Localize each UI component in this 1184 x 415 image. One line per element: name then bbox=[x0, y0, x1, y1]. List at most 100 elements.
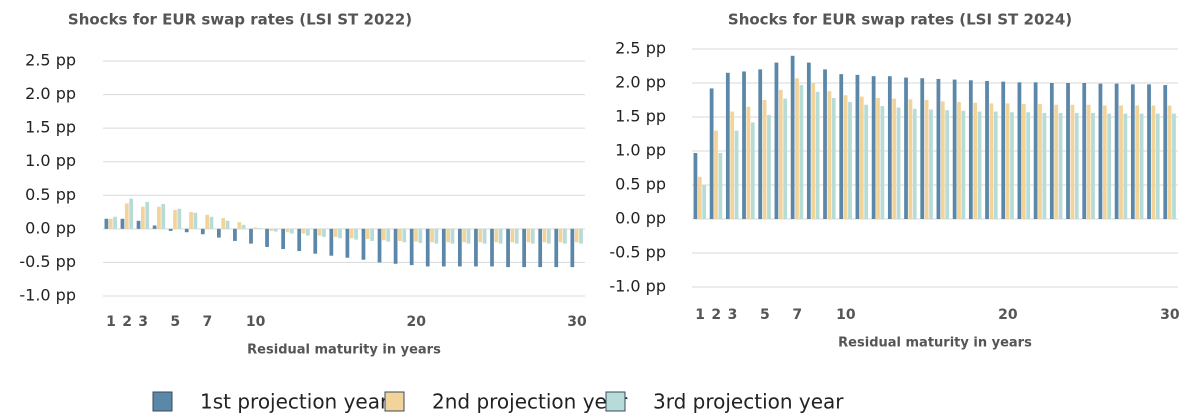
bar bbox=[354, 228, 358, 240]
y-tick-label: 0.5 pp bbox=[25, 185, 76, 204]
bar bbox=[896, 107, 901, 219]
y-tick-label: 1.5 pp bbox=[615, 107, 666, 126]
bar bbox=[1114, 83, 1119, 220]
bar bbox=[542, 228, 547, 243]
bar bbox=[855, 74, 860, 219]
x-tick-label: 2 bbox=[711, 307, 721, 323]
bar bbox=[441, 228, 446, 267]
bar bbox=[450, 228, 455, 244]
bar bbox=[209, 216, 214, 229]
bar bbox=[952, 79, 957, 219]
bar bbox=[478, 228, 483, 243]
bar bbox=[221, 218, 226, 229]
bar bbox=[730, 111, 735, 219]
bar bbox=[977, 111, 982, 219]
bar bbox=[558, 228, 563, 243]
bar bbox=[823, 69, 827, 220]
bar bbox=[161, 204, 166, 229]
bar bbox=[1135, 105, 1140, 219]
bar bbox=[446, 228, 451, 243]
bar bbox=[177, 208, 182, 229]
bar bbox=[563, 228, 567, 244]
bar bbox=[554, 228, 559, 268]
x-axis-title: Residual maturity in years bbox=[838, 336, 1032, 351]
bar bbox=[1091, 112, 1095, 219]
y-tick-label: 2.5 pp bbox=[615, 39, 666, 58]
bar bbox=[904, 77, 908, 219]
x-tick-label: 5 bbox=[760, 307, 770, 323]
bar bbox=[189, 212, 193, 229]
y-tick-label: 2.0 pp bbox=[615, 73, 666, 92]
bar bbox=[434, 228, 439, 244]
bar bbox=[1001, 81, 1006, 219]
bar bbox=[547, 228, 551, 244]
bar bbox=[799, 85, 804, 219]
bar bbox=[506, 228, 510, 268]
bar bbox=[767, 114, 771, 219]
bar bbox=[815, 91, 820, 219]
bar bbox=[774, 62, 779, 219]
bar bbox=[381, 228, 386, 241]
bar bbox=[457, 228, 462, 267]
bar bbox=[1033, 82, 1038, 219]
bar bbox=[1042, 112, 1047, 219]
y-tick-label: -1.0 pp bbox=[19, 286, 76, 305]
legend-label: 3rd projection year bbox=[653, 390, 844, 414]
bar bbox=[936, 78, 941, 219]
bar bbox=[1102, 105, 1107, 219]
bar bbox=[474, 228, 478, 267]
bar bbox=[237, 222, 242, 229]
bar bbox=[273, 228, 278, 232]
bar bbox=[806, 62, 811, 219]
bar bbox=[1107, 113, 1112, 219]
bar bbox=[742, 71, 746, 219]
y-tick-label: 1.0 pp bbox=[615, 141, 666, 160]
bar bbox=[322, 228, 326, 237]
bar bbox=[157, 206, 161, 229]
bar bbox=[783, 98, 788, 219]
bar bbox=[1098, 83, 1103, 220]
bar bbox=[317, 228, 322, 236]
chart-title: Shocks for EUR swap rates (LSI ST 2024) bbox=[728, 11, 1072, 29]
bar bbox=[409, 228, 414, 266]
bar bbox=[1147, 84, 1151, 219]
bar bbox=[725, 72, 730, 219]
bar bbox=[778, 89, 783, 219]
bar bbox=[249, 228, 253, 244]
bar bbox=[281, 228, 285, 249]
bar bbox=[522, 228, 526, 268]
x-tick-label: 5 bbox=[170, 314, 180, 330]
bar bbox=[876, 97, 880, 219]
bar bbox=[579, 228, 583, 244]
bar bbox=[574, 228, 579, 243]
bar bbox=[968, 80, 973, 219]
bar bbox=[1139, 113, 1144, 219]
bar bbox=[253, 227, 258, 229]
bar bbox=[831, 97, 836, 219]
bar bbox=[1049, 83, 1054, 219]
y-tick-label: -0.5 pp bbox=[19, 252, 76, 271]
bar bbox=[140, 206, 145, 229]
bar bbox=[989, 103, 994, 219]
bar bbox=[510, 228, 515, 243]
bar bbox=[414, 228, 418, 242]
bar bbox=[1026, 112, 1031, 219]
bar bbox=[1119, 105, 1123, 219]
bar bbox=[1005, 103, 1010, 219]
bar bbox=[945, 110, 950, 219]
bar bbox=[377, 228, 382, 263]
bar bbox=[1086, 104, 1091, 219]
bar bbox=[113, 216, 117, 229]
bar bbox=[1082, 83, 1087, 219]
bar bbox=[827, 91, 832, 219]
bar bbox=[129, 198, 134, 229]
bar bbox=[462, 228, 467, 243]
bar bbox=[1054, 104, 1059, 219]
x-axis-title: Residual maturity in years bbox=[247, 343, 441, 358]
chart-title: Shocks for EUR swap rates (LSI ST 2022) bbox=[68, 11, 412, 29]
bar bbox=[1172, 113, 1176, 219]
x-tick-label: 20 bbox=[998, 307, 1018, 323]
bar bbox=[811, 83, 816, 219]
bar bbox=[795, 78, 799, 220]
bar bbox=[526, 228, 531, 243]
